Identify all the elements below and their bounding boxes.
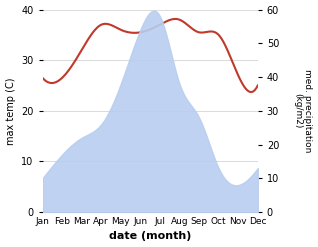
Y-axis label: med. precipitation
(kg/m2): med. precipitation (kg/m2) bbox=[293, 69, 313, 152]
X-axis label: date (month): date (month) bbox=[109, 231, 191, 242]
Y-axis label: max temp (C): max temp (C) bbox=[5, 77, 16, 144]
